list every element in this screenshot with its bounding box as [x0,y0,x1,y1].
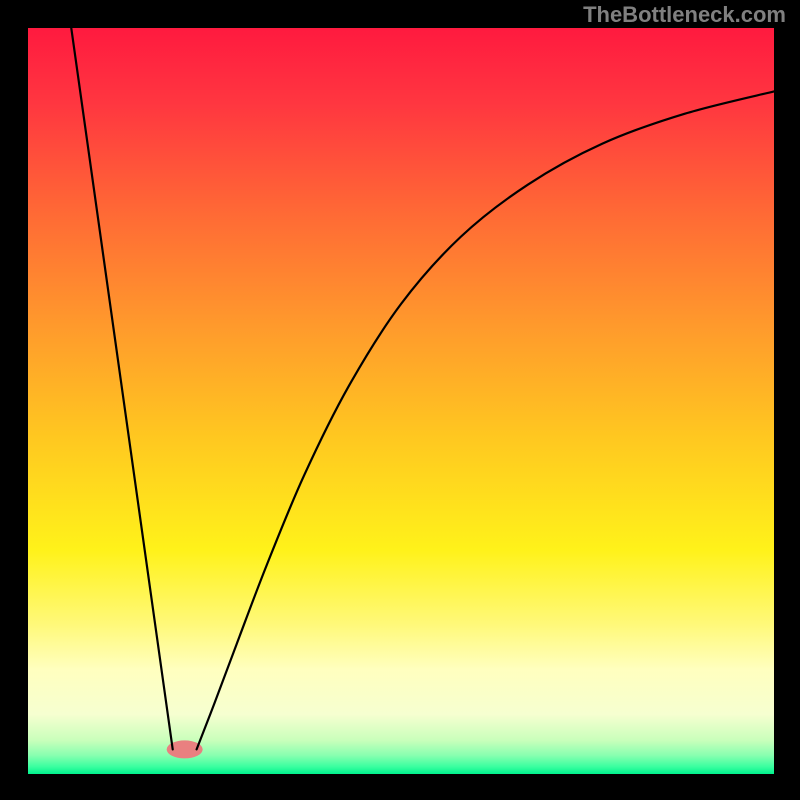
plot-area [28,28,774,774]
chart-container: TheBottleneck.com [0,0,800,800]
watermark-text: TheBottleneck.com [583,2,786,28]
